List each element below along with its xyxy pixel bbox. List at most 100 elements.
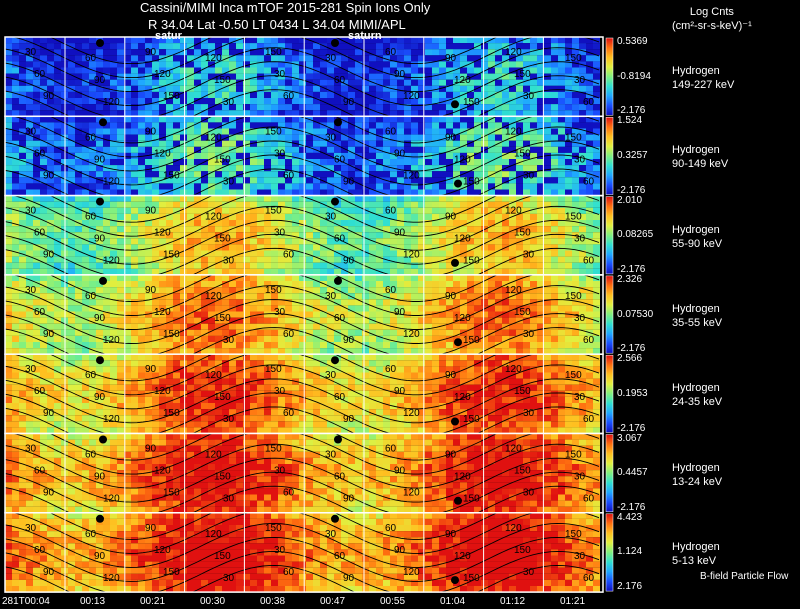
heatmap-cell <box>75 348 82 355</box>
heatmap-cell <box>313 110 320 117</box>
heatmap-cell <box>425 195 432 202</box>
heatmap-cell <box>131 372 138 379</box>
heatmap-cell <box>544 98 551 105</box>
heatmap-cell <box>68 415 75 422</box>
heatmap-cell <box>250 317 257 324</box>
heatmap-cell <box>222 262 229 269</box>
heatmap-cell <box>201 299 208 306</box>
heatmap-cell <box>215 67 222 74</box>
heatmap-cell <box>460 323 467 330</box>
heatmap-cell <box>425 305 432 312</box>
heatmap-cell <box>40 396 47 403</box>
contour-label: 120 <box>505 285 522 296</box>
heatmap-cell <box>558 244 565 251</box>
heatmap-cell <box>124 165 131 172</box>
heatmap-cell <box>110 390 117 397</box>
heatmap-cell <box>544 85 551 92</box>
heatmap-cell <box>236 213 243 220</box>
heatmap-cell <box>208 61 215 68</box>
heatmap-cell <box>47 372 54 379</box>
heatmap-cell <box>418 317 425 324</box>
heatmap-cell <box>369 122 376 129</box>
heatmap-cell <box>327 268 334 275</box>
heatmap-cell <box>481 220 488 227</box>
heatmap-cell <box>138 140 145 147</box>
heatmap-cell <box>96 427 103 434</box>
heatmap-cell <box>390 238 397 245</box>
heatmap-cell <box>12 274 19 281</box>
heatmap-cell <box>19 85 26 92</box>
heatmap-cell <box>145 122 152 129</box>
heatmap-cell <box>201 293 208 300</box>
heatmap-cell <box>159 317 166 324</box>
heatmap-cell <box>579 98 586 105</box>
heatmap-cell <box>110 201 117 208</box>
heatmap-cell <box>397 128 404 135</box>
heatmap-cell <box>460 299 467 306</box>
heatmap-cell <box>68 366 75 373</box>
heatmap-cell <box>82 366 89 373</box>
heatmap-cell <box>481 207 488 214</box>
heatmap-cell <box>299 165 306 172</box>
heatmap-cell <box>348 61 355 68</box>
heatmap-cell <box>502 128 509 135</box>
heatmap-cell <box>432 122 439 129</box>
heatmap-cell <box>229 274 236 281</box>
heatmap-cell <box>138 183 145 190</box>
heatmap-cell <box>544 43 551 50</box>
heatmap-cell <box>103 98 110 105</box>
heatmap-cell <box>215 140 222 147</box>
heatmap-cell <box>75 91 82 98</box>
heatmap-cell <box>593 140 600 147</box>
heatmap-cell <box>145 317 152 324</box>
heatmap-cell <box>432 348 439 355</box>
heatmap-cell <box>124 189 131 196</box>
heatmap-cell <box>215 317 222 324</box>
heatmap-cell <box>495 256 502 263</box>
heatmap-cell <box>509 335 516 342</box>
heatmap-cell <box>432 104 439 111</box>
heatmap-cell <box>467 220 474 227</box>
heatmap-cell <box>264 85 271 92</box>
contour-label: 150 <box>214 75 231 86</box>
heatmap-cell <box>152 238 159 245</box>
heatmap-cell <box>68 293 75 300</box>
heatmap-cell <box>341 67 348 74</box>
heatmap-cell <box>425 104 432 111</box>
heatmap-cell <box>54 49 61 56</box>
heatmap-cell <box>299 159 306 166</box>
heatmap-cell <box>145 61 152 68</box>
heatmap-cell <box>208 335 215 342</box>
heatmap-cell <box>523 79 530 86</box>
contour-label: 30 <box>25 285 37 296</box>
heatmap-cell <box>152 317 159 324</box>
heatmap-cell <box>40 165 47 172</box>
heatmap-cell <box>530 195 537 202</box>
heatmap-cell <box>411 238 418 245</box>
heatmap-cell <box>117 134 124 141</box>
heatmap-cell <box>474 238 481 245</box>
heatmap-cell <box>285 67 292 74</box>
heatmap-cell <box>551 171 558 178</box>
heatmap-cell <box>229 342 236 349</box>
heatmap-cell <box>425 183 432 190</box>
heatmap-cell <box>376 299 383 306</box>
heatmap-cell <box>390 177 397 184</box>
heatmap-cell <box>117 128 124 135</box>
heatmap-cell <box>82 49 89 56</box>
contour-label: 60 <box>385 126 397 137</box>
heatmap-cell <box>54 201 61 208</box>
heatmap-cell <box>278 213 285 220</box>
heatmap-cell <box>509 43 516 50</box>
heatmap-cell <box>243 238 250 245</box>
heatmap-cell <box>236 146 243 153</box>
heatmap-cell <box>551 244 558 251</box>
heatmap-cell <box>215 348 222 355</box>
heatmap-cell <box>292 335 299 342</box>
heatmap-cell <box>369 140 376 147</box>
heatmap-cell <box>285 195 292 202</box>
heatmap-cell <box>495 281 502 288</box>
heatmap-cell <box>89 152 96 159</box>
heatmap-cell <box>565 195 572 202</box>
heatmap-cell <box>180 427 187 434</box>
